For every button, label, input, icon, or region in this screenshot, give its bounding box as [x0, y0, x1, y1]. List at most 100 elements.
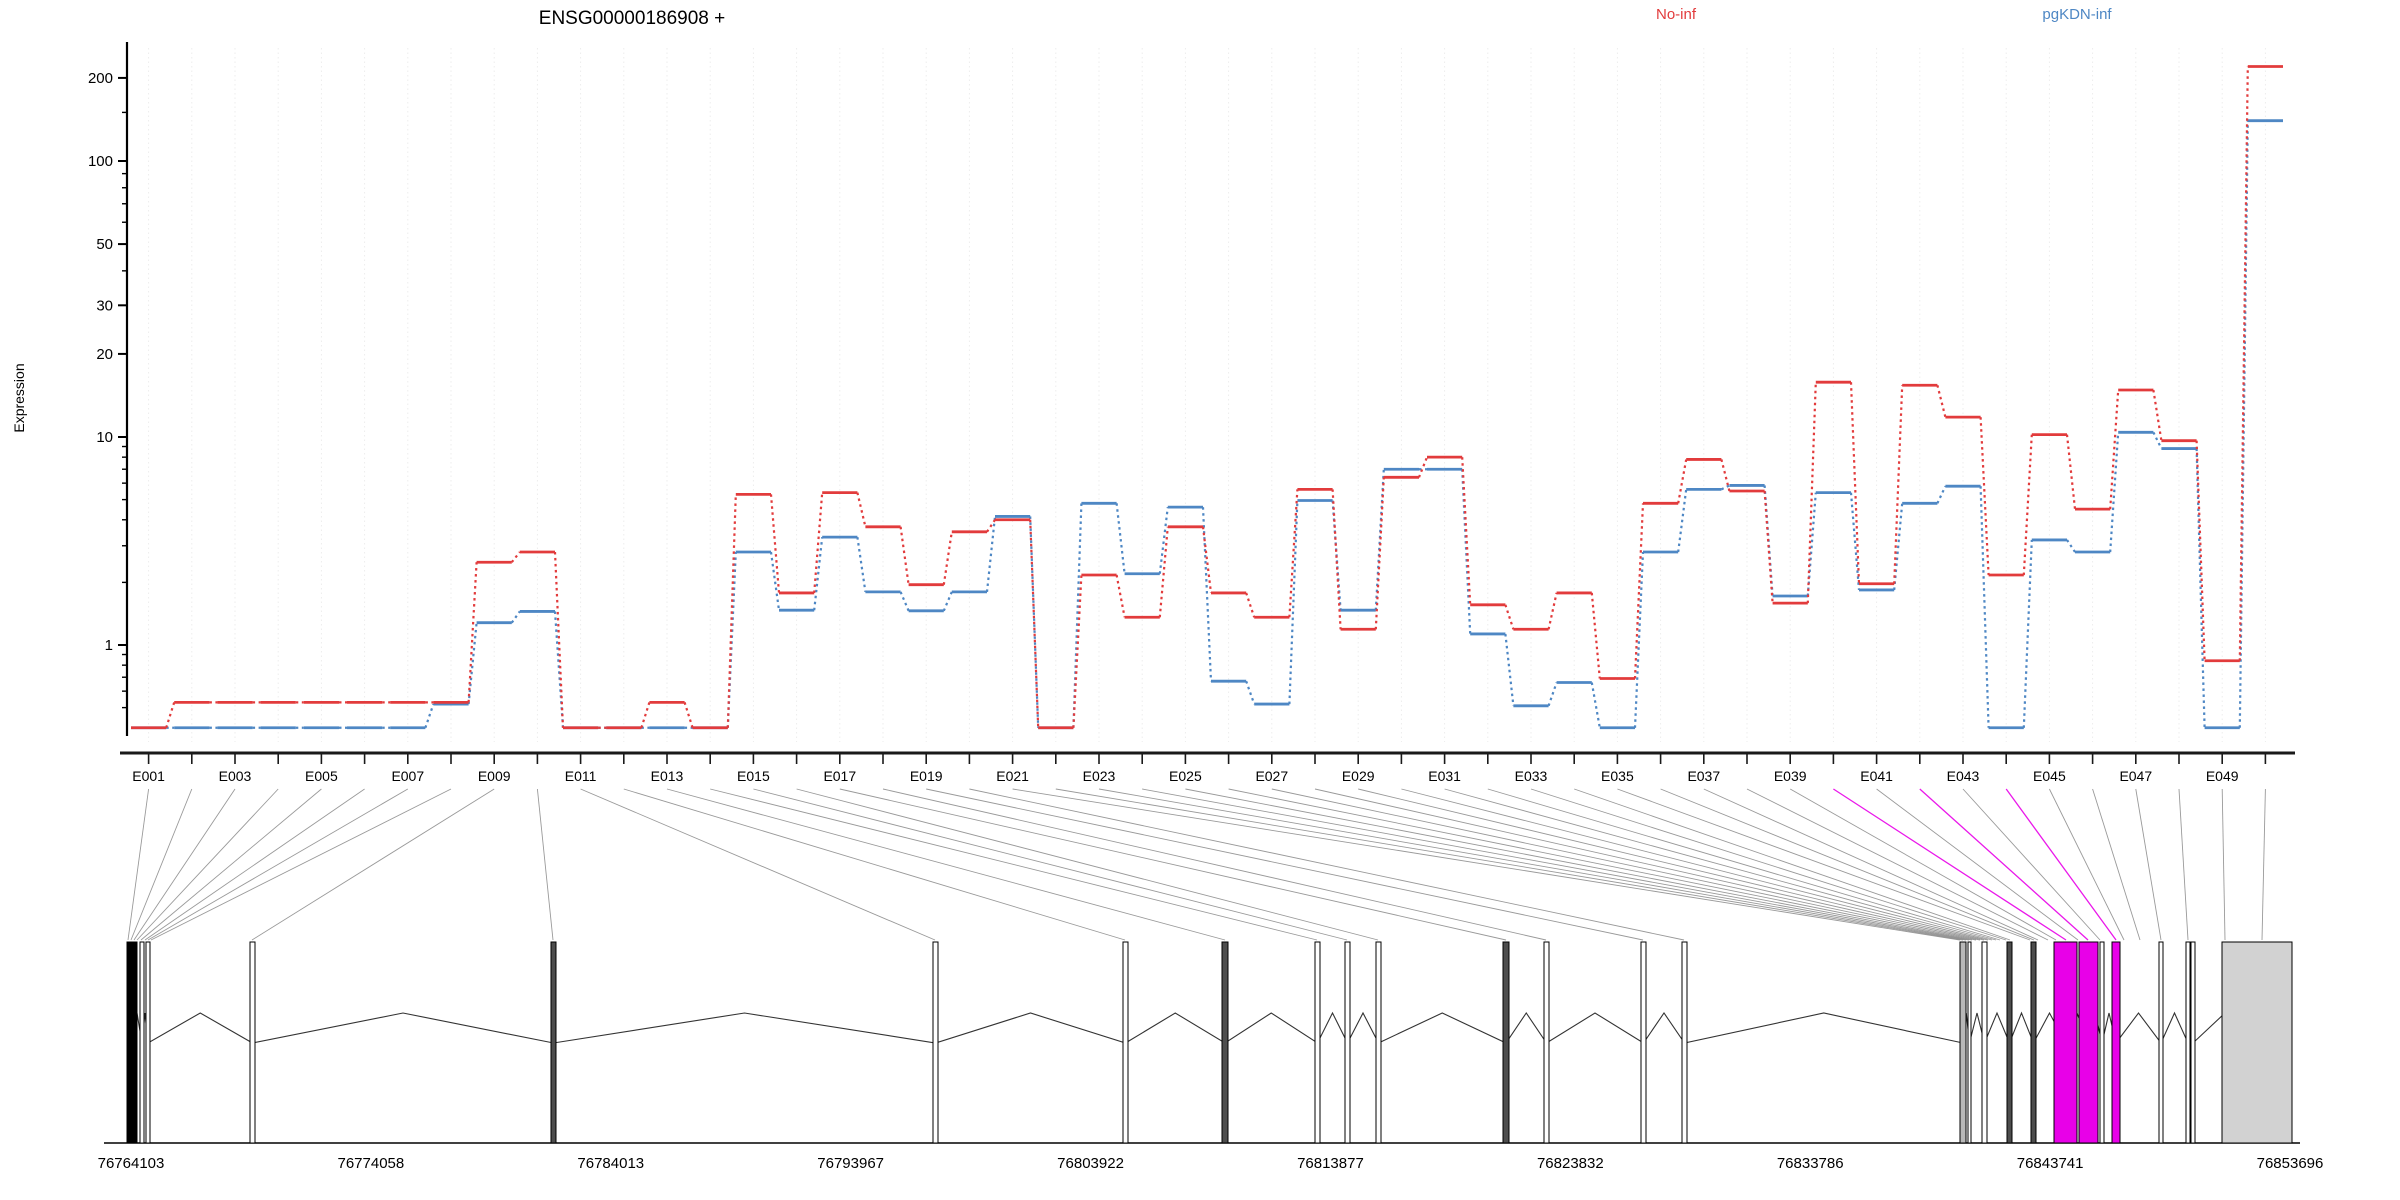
exon-box — [2030, 941, 2037, 1144]
series-no-inf-connector — [2152, 389, 2163, 441]
exon-box — [2185, 941, 2191, 1144]
series-pgkdn-inf-connector — [1720, 484, 1730, 491]
genomic-coordinate-label: 76843741 — [2017, 1155, 2084, 1172]
bin-to-exon-line — [1314, 788, 1985, 941]
exon-box — [2006, 941, 2013, 1144]
bin-to-exon-line — [130, 788, 193, 941]
series-pgkdn-inf-connector — [1504, 633, 1515, 706]
genomic-coordinate-label: 76793967 — [817, 1155, 884, 1172]
x-axis-bin-label: E011 — [565, 768, 597, 784]
series-no-inf-connector — [683, 702, 694, 729]
genomic-coordinate-label: 76813877 — [1297, 1155, 1364, 1172]
bin-to-exon-line — [133, 788, 236, 941]
series-no-inf-connector — [1590, 592, 1601, 679]
bin-to-exon-line — [882, 788, 1547, 941]
exon-box — [1221, 941, 1229, 1144]
exon-box — [145, 941, 151, 1144]
bin-to-exon-line-highlighted — [2005, 788, 2117, 941]
series-no-inf-connector — [1201, 526, 1213, 594]
series-pgkdn-inf-connector — [1849, 492, 1861, 591]
series-pgkdn-inf-connector — [2022, 539, 2033, 728]
exon-box — [1981, 941, 1988, 1144]
x-axis-bin-label: E031 — [1428, 768, 1461, 784]
series-pgkdn-inf-connector — [1072, 503, 1083, 728]
x-axis-bin-label: E001 — [132, 768, 165, 784]
y-axis-tick-label: 100 — [88, 153, 113, 170]
x-axis-bin-label: E015 — [737, 768, 770, 784]
bin-to-exon-line — [136, 788, 279, 941]
bin-to-exon-line — [623, 788, 1126, 941]
bin-to-exon-line — [1444, 788, 1997, 941]
exon-box-significant — [2078, 941, 2099, 1144]
x-axis-bin-label: E035 — [1601, 768, 1634, 784]
x-axis-bin-label: E009 — [478, 768, 511, 784]
series-pgkdn-inf-connector — [424, 703, 435, 729]
exon-box — [1681, 941, 1688, 1144]
series-no-inf-connector — [726, 494, 737, 728]
series-no-inf-connector — [1374, 477, 1385, 630]
y-axis-tick-label: 50 — [96, 236, 113, 253]
legend-label-pgkdn-inf: pgKDN-inf — [2042, 6, 2112, 23]
genomic-coordinate-label: 76823832 — [1537, 1155, 1604, 1172]
series-no-inf-connector — [942, 531, 953, 585]
series-no-inf — [131, 65, 2283, 730]
series-no-inf-connector — [986, 519, 996, 533]
series-no-inf-connector — [2109, 389, 2120, 510]
bin-to-exon-line — [144, 788, 365, 941]
exon-box-significant — [2053, 941, 2078, 1144]
exon-box — [1959, 941, 1967, 1144]
exon-box — [1314, 941, 1321, 1144]
bin-to-exon-line — [2092, 788, 2141, 941]
x-axis-bin-label: E049 — [2206, 768, 2239, 784]
x-axis-bin-label: E017 — [823, 768, 856, 784]
series-no-inf-connector — [1115, 574, 1126, 618]
exon-box — [2190, 941, 2196, 1144]
x-axis-bin-label: E019 — [910, 768, 943, 784]
x-axis-bin-label: E047 — [2119, 768, 2152, 784]
series-no-inf-connector — [1029, 519, 1040, 728]
series-pgkdn-inf-connector — [1158, 507, 1169, 574]
exon-box — [139, 941, 145, 1144]
series-no-inf-connector — [856, 492, 867, 528]
series-pgkdn-inf-connector — [1115, 503, 1126, 574]
series-pgkdn-inf-connector — [2152, 431, 2163, 450]
series-pgkdn-inf-connector — [2195, 448, 2206, 728]
x-axis-bin-label: E045 — [2033, 768, 2066, 784]
bin-to-exon-line — [1746, 788, 2049, 941]
bin-to-exon-line — [1271, 788, 1981, 941]
series-pgkdn-inf-connector — [1288, 500, 1299, 705]
plot-title: ENSG00000186908 + — [538, 8, 726, 29]
exon-box — [2158, 941, 2164, 1144]
series-pgkdn-inf-connector — [2109, 432, 2120, 553]
series-pgkdn-inf-connector — [1245, 680, 1256, 705]
series-no-inf-connector — [1245, 592, 1256, 618]
bin-to-exon-line — [127, 788, 150, 941]
bin-to-exon-line — [147, 788, 409, 941]
x-axis-bin-label: E027 — [1255, 768, 1288, 784]
bin-to-exon-line — [1185, 788, 1973, 941]
series-pgkdn-inf-connector — [769, 551, 781, 611]
series-no-inf-connector — [1331, 489, 1342, 630]
legend-label-no-inf: No-inf — [1655, 6, 1697, 23]
series-no-inf-connector — [1633, 503, 1645, 679]
exon-box — [1122, 941, 1129, 1144]
series-no-inf-connector — [2065, 434, 2077, 510]
x-axis-bin-label: E021 — [996, 768, 1029, 784]
bin-to-exon-line — [536, 788, 554, 941]
exon-box — [1344, 941, 1351, 1144]
series-pgkdn-inf-connector — [985, 516, 997, 593]
series-pgkdn-inf-connector — [1633, 551, 1645, 728]
series-no-inf-connector — [2195, 440, 2206, 661]
series-no-inf-connector — [1806, 382, 1817, 604]
exon-box — [249, 941, 256, 1144]
utr-box — [2221, 941, 2293, 1144]
bin-to-exon-line — [1703, 788, 2039, 941]
genomic-coordinate-label: 76803922 — [1057, 1155, 1124, 1172]
x-axis-bin-label: E037 — [1687, 768, 1720, 784]
exon-box — [126, 941, 138, 1144]
series-pgkdn-inf-connector — [510, 610, 521, 624]
bin-to-exon-line — [1487, 788, 2001, 941]
x-axis-bin-label: E033 — [1515, 768, 1548, 784]
x-axis-bin-label: E007 — [391, 768, 424, 784]
